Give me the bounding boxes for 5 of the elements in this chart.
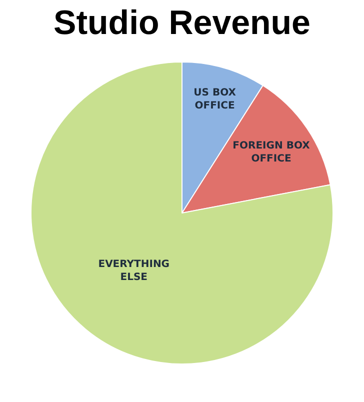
chart-title: Studio Revenue xyxy=(54,4,310,42)
pie-slice xyxy=(30,62,334,364)
slice-label: FOREIGN BOX OFFICE xyxy=(232,140,310,164)
slice-label: EVERYTHING ELSE xyxy=(98,259,170,284)
slice-label: US BOX OFFICE xyxy=(194,88,236,112)
